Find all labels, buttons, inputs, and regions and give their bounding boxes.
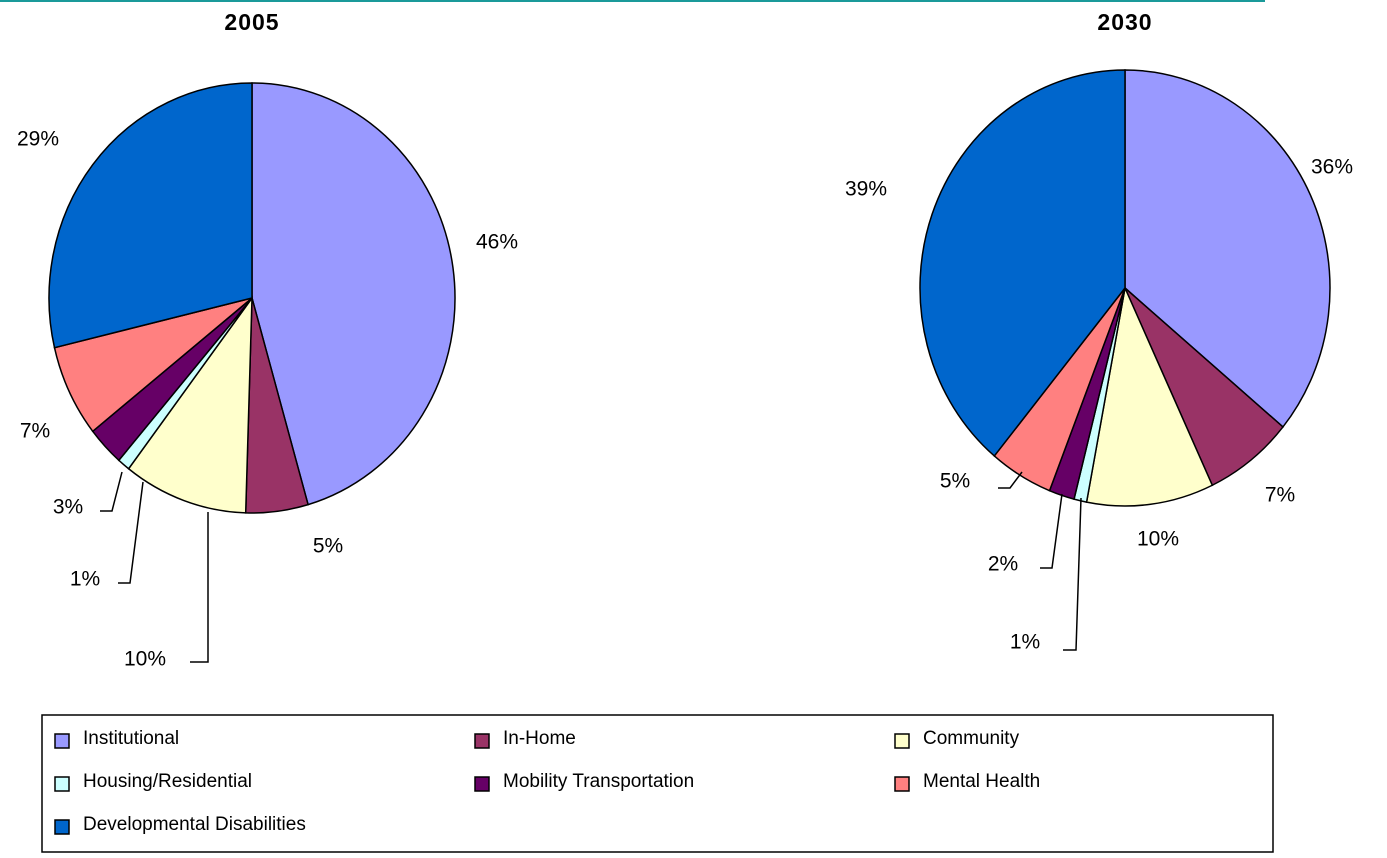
legend-swatch [894, 776, 910, 792]
data-label: 5% [940, 470, 970, 493]
chart-title: 2030 [1097, 9, 1152, 35]
legend-swatch [54, 776, 70, 792]
legend-label: Mobility Transportation [503, 771, 694, 792]
legend-label: Mental Health [923, 771, 1040, 792]
legend-swatch [54, 819, 70, 835]
leader-line [118, 481, 144, 584]
leader-line [1063, 497, 1082, 651]
data-label: 5% [313, 535, 343, 558]
leader-line [190, 512, 209, 663]
legend-swatch [474, 733, 490, 749]
legend-box [41, 714, 1274, 853]
data-label: 7% [20, 420, 50, 443]
pie-slice [251, 82, 456, 506]
data-label: 29% [17, 128, 59, 151]
pie-slice [1085, 285, 1214, 507]
pie-slice [48, 82, 253, 349]
legend-label: In-Home [503, 728, 576, 749]
legend-label: Housing/Residential [83, 771, 252, 792]
data-label: 7% [1265, 484, 1295, 507]
leader-line [100, 471, 123, 512]
legend-swatch [54, 733, 70, 749]
pie-slice [919, 69, 1126, 458]
leader-line [998, 471, 1023, 489]
data-label: 39% [845, 178, 887, 201]
legend-label: Developmental Disabilities [83, 814, 306, 835]
data-label: 36% [1311, 156, 1353, 179]
legend-label: Institutional [83, 728, 179, 749]
data-label: 10% [1137, 528, 1179, 551]
pie-slice [127, 295, 253, 514]
data-label: 46% [476, 231, 518, 254]
data-label: 10% [124, 648, 166, 671]
chart-title: 2005 [224, 9, 279, 35]
data-label: 2% [988, 553, 1018, 576]
legend-swatch [474, 776, 490, 792]
legend-label: Community [923, 728, 1020, 749]
data-label: 1% [1010, 631, 1040, 654]
data-label: 3% [53, 496, 83, 519]
legend-swatch [894, 733, 910, 749]
leader-line [1040, 493, 1063, 569]
data-label: 1% [70, 568, 100, 591]
pie-slice [1124, 69, 1331, 429]
